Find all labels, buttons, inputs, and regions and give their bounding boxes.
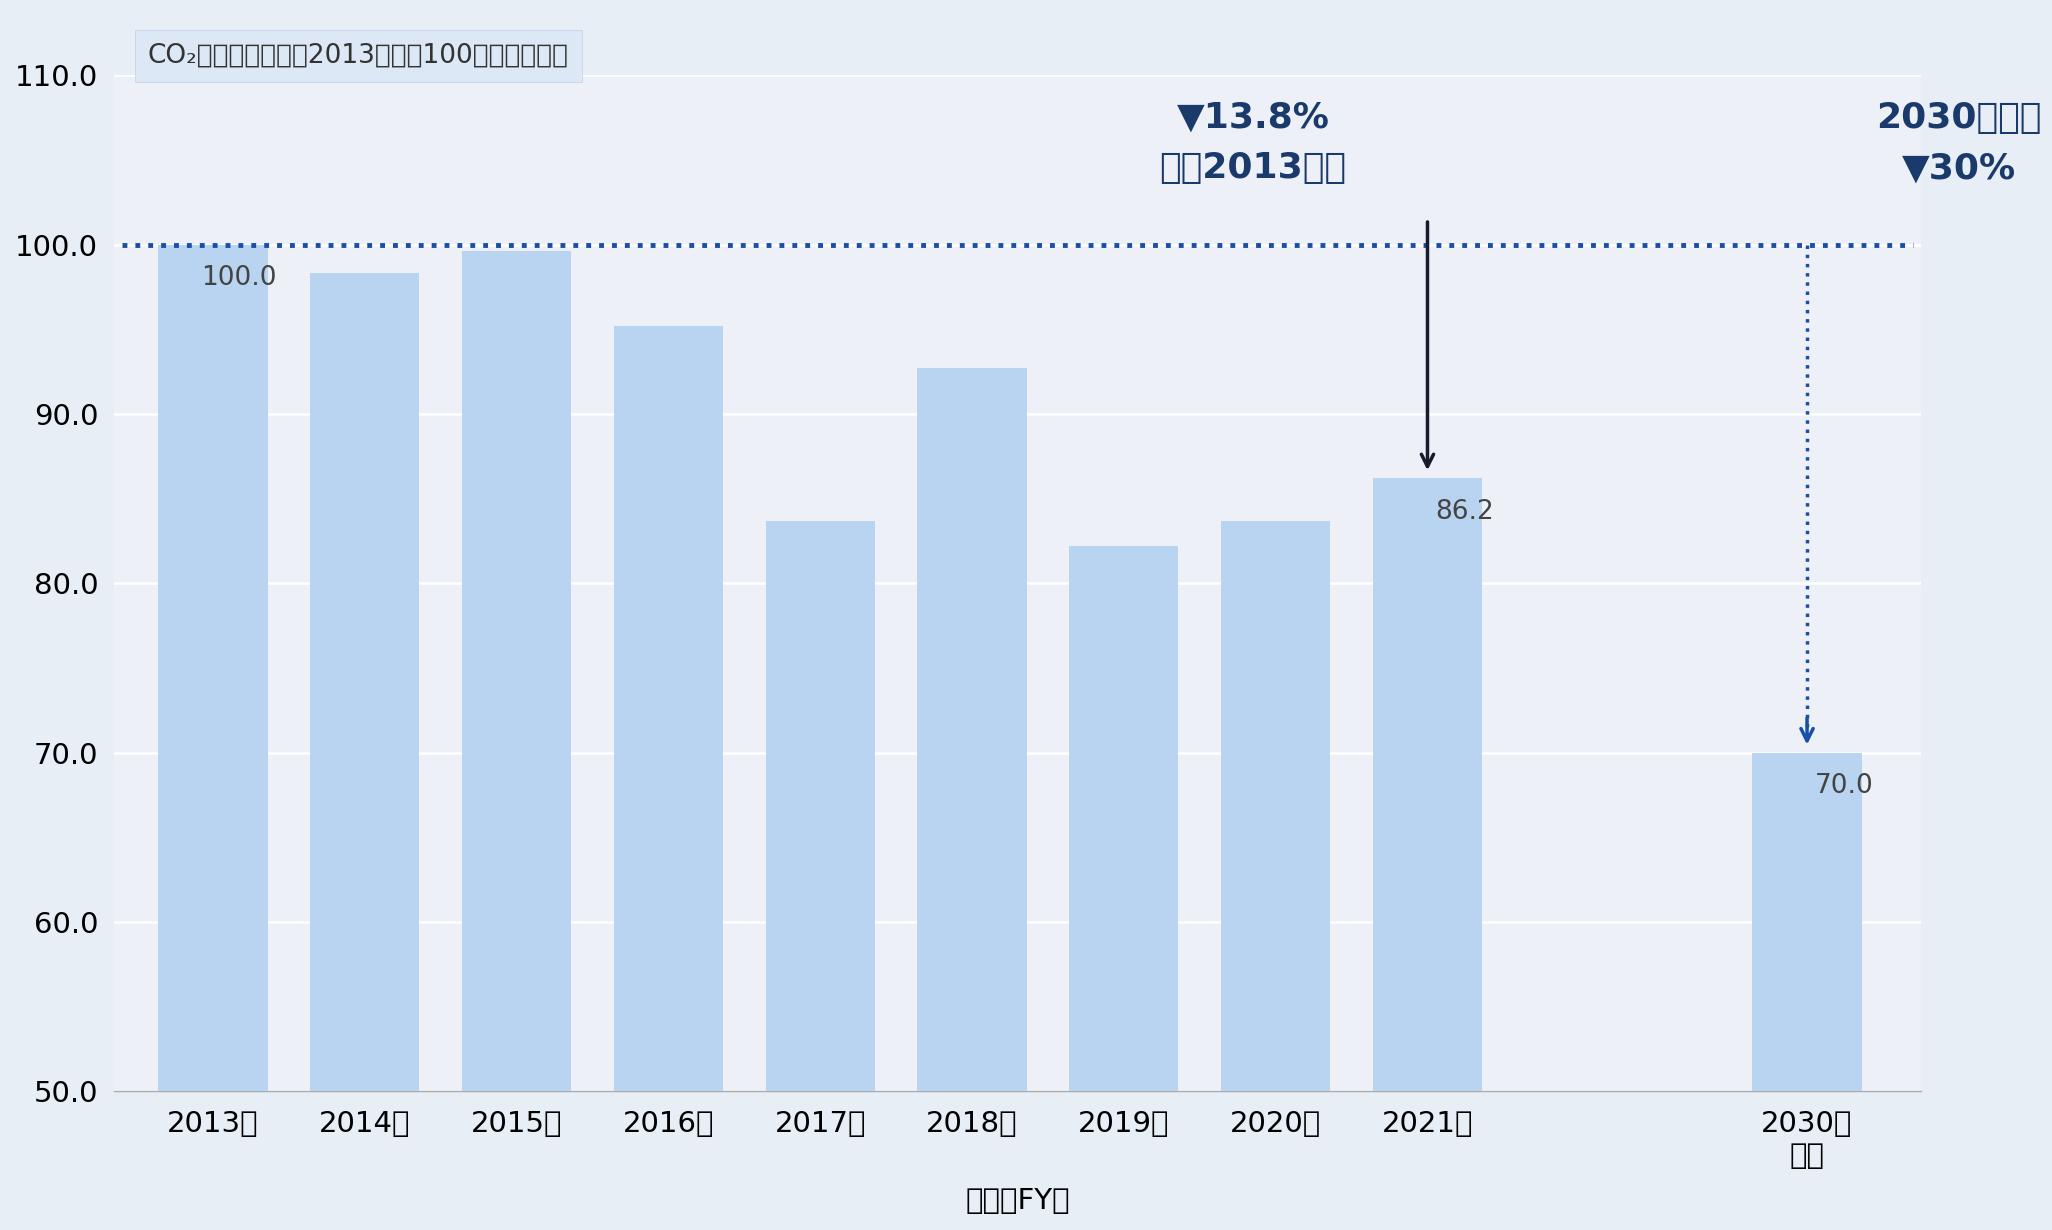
Text: CO₂総排出量実績（2013年度を100とした指標）: CO₂総排出量実績（2013年度を100とした指標） xyxy=(148,43,568,69)
Text: （弉2013年）: （弉2013年） xyxy=(1159,151,1346,186)
Text: 100.0: 100.0 xyxy=(201,264,277,290)
Bar xyxy=(1373,478,1482,1091)
Bar xyxy=(765,520,874,1091)
Bar xyxy=(614,326,722,1091)
Text: ▼30%: ▼30% xyxy=(1902,151,2015,186)
Text: 2030年目標: 2030年目標 xyxy=(1876,101,2042,134)
Bar xyxy=(917,368,1026,1091)
Bar xyxy=(1752,753,1861,1091)
Bar xyxy=(158,245,267,1091)
Bar xyxy=(1221,520,1330,1091)
Bar xyxy=(310,273,419,1091)
Bar xyxy=(1069,546,1178,1091)
X-axis label: 年度（FY）: 年度（FY） xyxy=(964,1187,1069,1215)
Text: 70.0: 70.0 xyxy=(1814,772,1873,798)
Text: ▼13.8%: ▼13.8% xyxy=(1176,101,1330,134)
Text: 86.2: 86.2 xyxy=(1434,498,1494,524)
Bar xyxy=(462,251,570,1091)
